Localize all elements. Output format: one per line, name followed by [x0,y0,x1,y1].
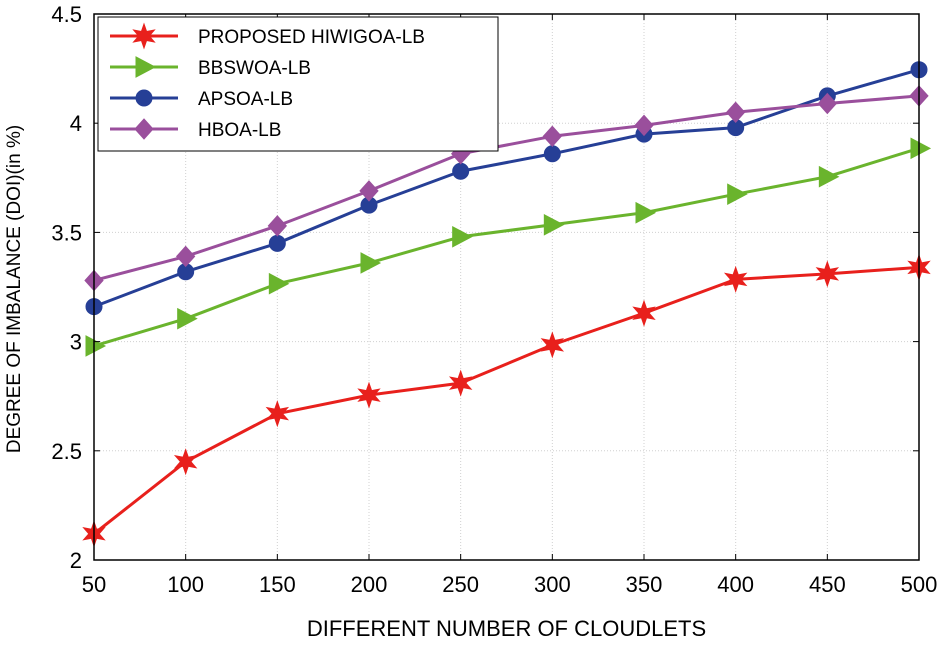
data-point [268,272,290,295]
y-tick-label: 4 [70,111,82,136]
legend-item: HBOA-LB [110,118,281,141]
y-tick-label: 2 [70,548,82,573]
x-tick-label: 350 [626,572,663,597]
x-tick-label: 500 [901,572,938,597]
tick-labels: 50 100 150 200 250 300 350 400 450 500 2 2.5 3 3.5 4 4.… [51,2,937,597]
data-point [85,335,107,357]
data-point [452,162,470,180]
data-point [632,299,656,327]
data-point [357,381,381,409]
series-line [93,94,920,282]
data-point [634,114,654,137]
series-line [93,265,920,535]
x-tick-label: 400 [717,572,754,597]
legend-label: BBSWOA-LB [198,58,311,79]
data-point [452,225,473,248]
legend-label: PROPOSED HIWIGOA-LB [198,27,425,48]
data-point [817,92,838,115]
data-point [265,400,290,428]
series-hboa-lb [84,85,929,292]
data-point [540,331,565,359]
data-point [359,180,379,202]
series-proposed-hiwigoa-lb [82,253,931,548]
y-axis-title: DEGREE OF IMBALANCE (DOI)(in %) [4,125,25,453]
legend-label: HBOA-LB [198,120,281,141]
x-tick-label: 50 [82,572,106,597]
legend-marker [135,56,157,78]
legend: PROPOSED HIWIGOA-LB BBSWOA-LB APSOA-LB HBOA… [97,16,499,152]
data-point [818,165,840,188]
data-point [268,234,286,252]
legend-marker [132,22,156,50]
legend-item: APSOA-LB [110,89,293,110]
x-tick-label: 100 [167,572,204,597]
data-point [543,213,565,236]
series-bbswoa-lb [85,137,932,357]
legend-item: BBSWOA-LB [110,56,311,79]
y-tick-label: 3.5 [51,220,82,245]
data-point [177,307,198,330]
legend-item: PROPOSED HIWIGOA-LB [110,22,425,50]
x-axis-title: DIFFERENT NUMBER OF CLOUDLETS [307,616,706,641]
legend-label: APSOA-LB [198,89,293,110]
data-point [723,265,748,293]
x-tick-label: 300 [534,572,571,597]
plot-frame [93,13,920,561]
data-point [175,245,196,268]
data-point [815,260,840,288]
x-tick-label: 200 [351,572,388,597]
data-point [635,201,657,224]
legend-marker [134,118,154,140]
legend-marker [135,89,153,107]
series-line [93,146,920,348]
series-layer [82,61,932,548]
series-line [93,68,920,309]
data-point [448,369,473,397]
data-point [543,145,561,163]
x-tick-label: 150 [259,572,296,597]
data-point [542,125,563,148]
data-point [727,183,748,206]
data-point [267,215,288,237]
axis-ticks [93,13,920,561]
data-point [910,137,932,160]
x-tick-label: 250 [442,572,479,597]
y-tick-label: 2.5 [51,439,82,464]
y-tick-label: 4.5 [51,2,82,27]
data-point [173,448,198,476]
x-tick-label: 450 [809,572,846,597]
data-point [725,101,746,124]
y-tick-label: 3 [70,330,82,355]
data-point [360,252,382,274]
